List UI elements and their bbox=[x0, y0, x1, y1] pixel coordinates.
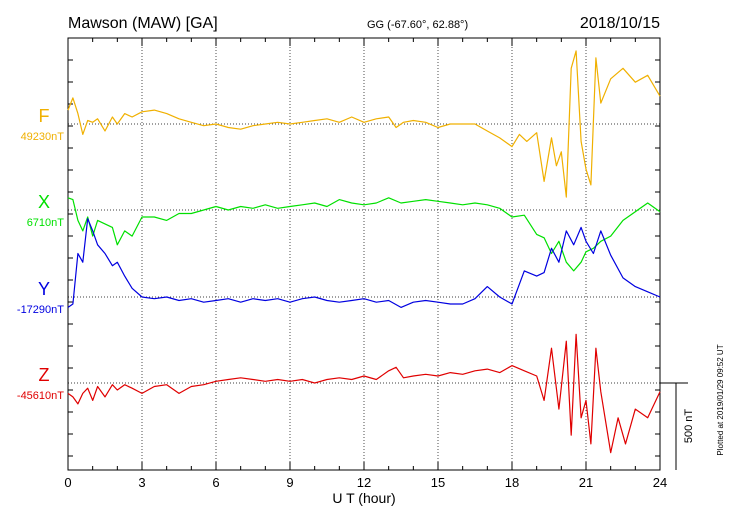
x-tick-label: 12 bbox=[357, 475, 371, 490]
series-labels: F 49230nT X 6710nT Y -17290nT Z -45610nT bbox=[17, 106, 64, 402]
x-tick-label: 15 bbox=[431, 475, 445, 490]
x-axis: 0 3 6 9 12 15 18 21 24 bbox=[64, 37, 667, 490]
x-tick-label: 9 bbox=[286, 475, 293, 490]
series-line-y bbox=[67, 218, 661, 308]
x-tick-label: 0 bbox=[64, 475, 71, 490]
series-name-y: Y bbox=[38, 279, 50, 299]
series-baseline-y: -17290nT bbox=[17, 304, 64, 316]
series-baseline-z: -45610nT bbox=[17, 390, 64, 402]
series-line-f bbox=[67, 50, 661, 198]
x-tick-label: 21 bbox=[579, 475, 593, 490]
scale-bar: 500 nT bbox=[660, 382, 695, 470]
series-name-x: X bbox=[38, 192, 50, 212]
station-coords: GG (-67.60°, 62.88°) bbox=[367, 19, 468, 31]
x-tick-label: 3 bbox=[138, 475, 145, 490]
grid-layer bbox=[68, 38, 660, 470]
x-tick-label: 18 bbox=[505, 475, 519, 490]
series-name-f: F bbox=[39, 106, 50, 126]
plot-date: 2018/10/15 bbox=[580, 15, 660, 32]
scale-bar-label: 500 nT bbox=[683, 409, 695, 444]
series-name-z: Z bbox=[39, 365, 50, 385]
station-title: Mawson (MAW) [GA] bbox=[68, 15, 218, 32]
x-tick-label: 6 bbox=[212, 475, 219, 490]
series-line-x bbox=[67, 197, 661, 272]
series-layer bbox=[67, 50, 661, 454]
series-baseline-f: 49230nT bbox=[21, 131, 65, 143]
series-baseline-x: 6710nT bbox=[27, 217, 65, 229]
x-axis-label: U T (hour) bbox=[332, 490, 395, 506]
x-tick-label: 24 bbox=[653, 475, 667, 490]
series-line-z bbox=[67, 333, 661, 454]
plotted-at-note: Plotted at 2019/01/29 09:52 UT bbox=[716, 344, 725, 455]
